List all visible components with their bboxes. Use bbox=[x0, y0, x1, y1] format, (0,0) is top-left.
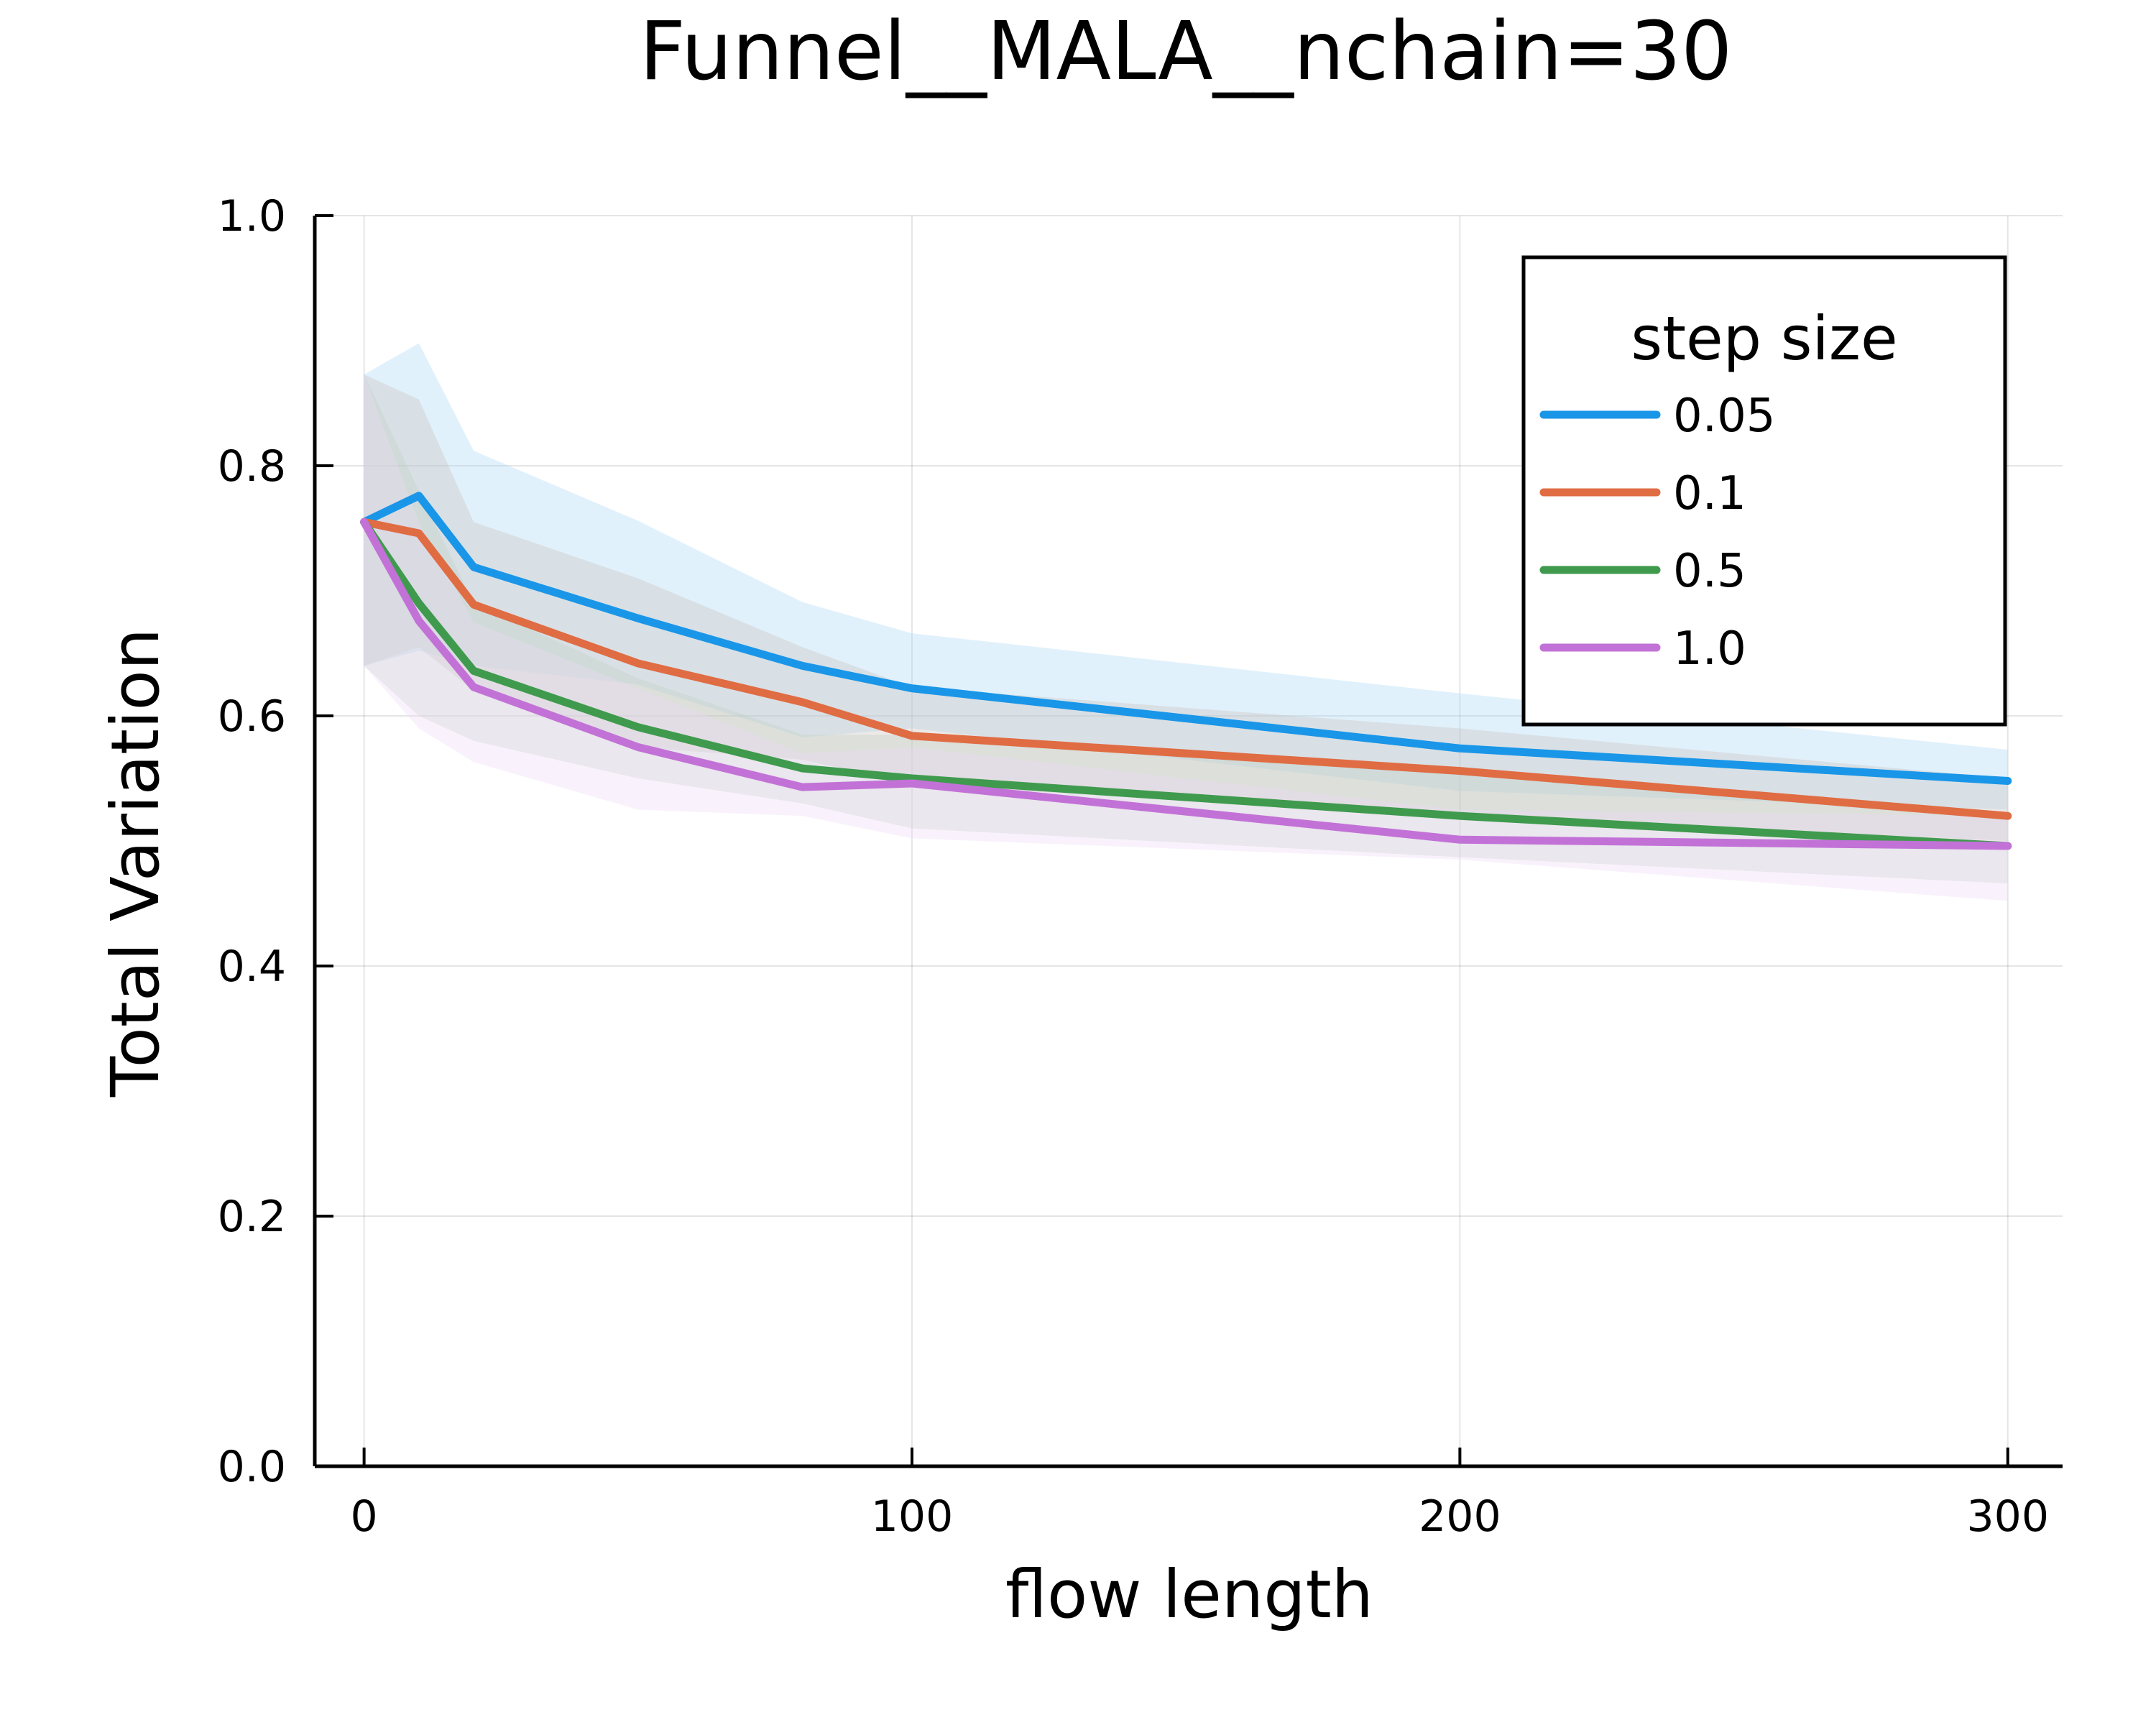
data-point bbox=[636, 745, 640, 749]
legend-label: 1.0 bbox=[1673, 622, 1746, 676]
data-point bbox=[417, 531, 420, 535]
legend-label: 0.1 bbox=[1673, 467, 1746, 520]
y-tick-label: 0.6 bbox=[218, 691, 286, 742]
data-point bbox=[2006, 844, 2009, 847]
chart-title: Funnel__MALA__nchain=30 bbox=[640, 5, 1733, 98]
data-point bbox=[472, 669, 476, 673]
axes bbox=[313, 214, 2063, 1468]
y-tick-label: 1.0 bbox=[218, 191, 286, 242]
legend-label: 0.5 bbox=[1673, 545, 1746, 598]
y-tick-label: 0.8 bbox=[218, 441, 286, 492]
data-point bbox=[636, 725, 640, 729]
data-point bbox=[1458, 814, 1462, 818]
data-point bbox=[801, 767, 804, 770]
y-tick-label: 0.0 bbox=[218, 1442, 286, 1492]
data-point bbox=[910, 781, 913, 785]
data-point bbox=[417, 602, 420, 605]
y-tick-label: 0.2 bbox=[218, 1192, 286, 1242]
data-point bbox=[417, 619, 420, 622]
data-point bbox=[1458, 838, 1462, 842]
data-point bbox=[472, 685, 476, 689]
data-point bbox=[362, 520, 366, 524]
x-tick-label: 300 bbox=[1966, 1491, 2049, 1542]
data-point bbox=[417, 494, 420, 497]
y-axis-label: Total Variation bbox=[97, 628, 174, 1098]
band-series-1.0 bbox=[364, 374, 2008, 901]
y-tick-label: 0.4 bbox=[218, 942, 286, 992]
data-point bbox=[910, 777, 913, 780]
x-tick-label: 100 bbox=[871, 1491, 954, 1542]
x-tick-label: 200 bbox=[1419, 1491, 1501, 1542]
legend-title: step size bbox=[1631, 303, 1897, 374]
series-lines bbox=[360, 492, 2012, 850]
data-point bbox=[910, 734, 913, 737]
data-point bbox=[1458, 747, 1462, 750]
legend-label: 0.05 bbox=[1673, 390, 1776, 443]
data-point bbox=[910, 686, 913, 690]
line-series-0.1 bbox=[360, 518, 2012, 820]
data-point bbox=[472, 565, 476, 569]
data-point bbox=[636, 617, 640, 620]
data-point bbox=[1458, 769, 1462, 773]
data-point bbox=[2006, 814, 2009, 818]
legend: step size 0.05 0.1 0.5 1.0 bbox=[1521, 255, 2007, 727]
line-series-1.0 bbox=[360, 518, 2012, 850]
tick-labels: 0 100 200 300 0.0 0.2 0.4 0.6 0.8 1.0 bbox=[218, 191, 2049, 1542]
band-series-0.1 bbox=[364, 374, 2008, 841]
data-point bbox=[801, 664, 804, 668]
data-point bbox=[801, 700, 804, 704]
data-point bbox=[801, 786, 804, 789]
data-point bbox=[636, 661, 640, 665]
data-point bbox=[2006, 779, 2009, 783]
line-series-0.05 bbox=[360, 492, 2012, 785]
line-series-0.5 bbox=[360, 518, 2012, 850]
x-tick-label: 0 bbox=[351, 1491, 378, 1542]
x-axis-label: flow length bbox=[1005, 1556, 1373, 1633]
band-series-0.5 bbox=[364, 374, 2008, 884]
data-point bbox=[472, 603, 476, 607]
